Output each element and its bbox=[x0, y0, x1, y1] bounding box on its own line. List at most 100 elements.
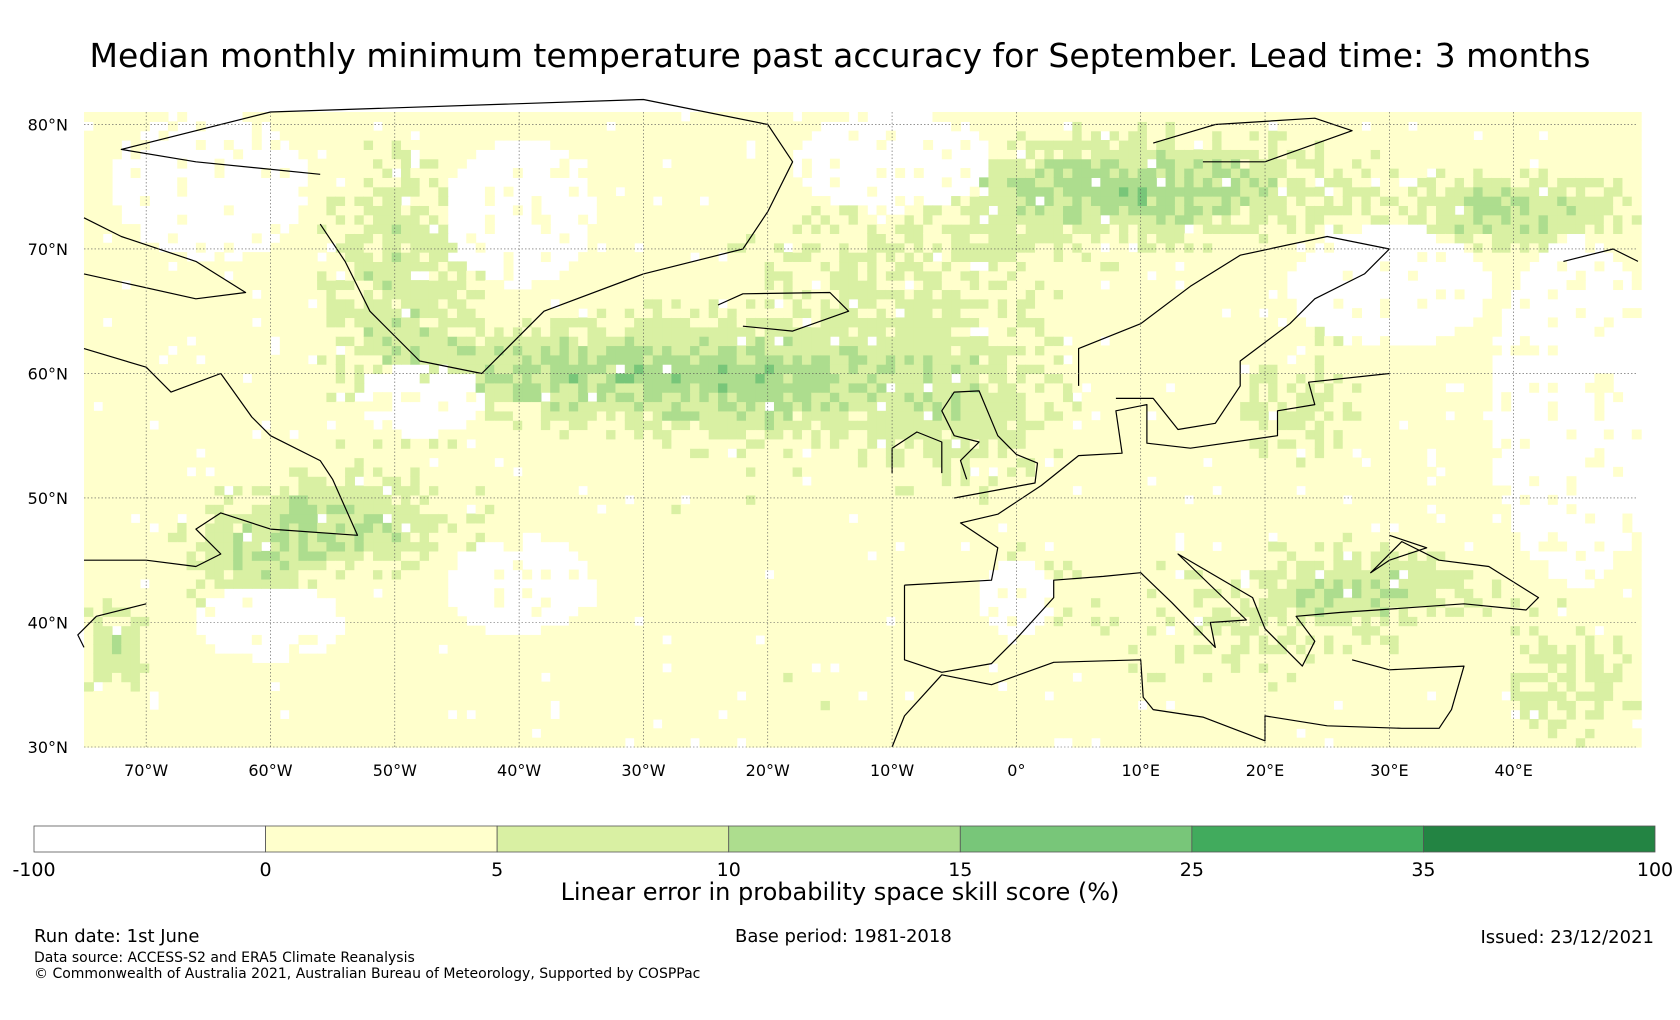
skill-cell bbox=[867, 345, 878, 356]
skill-cell bbox=[270, 438, 281, 449]
skill-cell bbox=[373, 448, 383, 459]
skill-cell bbox=[857, 588, 868, 599]
skill-cell bbox=[624, 261, 635, 272]
skill-cell bbox=[885, 690, 896, 701]
skill-cell bbox=[671, 112, 682, 122]
skill-cell bbox=[652, 616, 663, 627]
skill-cell bbox=[783, 121, 794, 132]
skill-cell bbox=[438, 476, 449, 487]
skill-cell bbox=[149, 364, 160, 375]
skill-score-map[interactable]: 80°N70°N60°N50°N40°N30°N 70°W 60°W 50°W 40°… bbox=[0, 0, 1680, 800]
skill-cell bbox=[718, 158, 728, 169]
skill-cell bbox=[251, 252, 262, 263]
skill-cell bbox=[643, 289, 654, 300]
skill-cell bbox=[652, 112, 663, 122]
skill-cell bbox=[867, 634, 878, 645]
skill-cell bbox=[428, 466, 439, 477]
skill-cell bbox=[699, 336, 710, 347]
skill-cell bbox=[456, 718, 467, 729]
skill-cell bbox=[503, 653, 514, 664]
skill-cell bbox=[345, 270, 355, 281]
skill-cell bbox=[270, 373, 281, 384]
skill-cell bbox=[829, 700, 840, 711]
skill-cell bbox=[690, 504, 700, 515]
skill-cell bbox=[270, 578, 281, 589]
skill-cell bbox=[783, 289, 794, 300]
skill-cell bbox=[876, 578, 887, 589]
skill-cell bbox=[652, 420, 663, 431]
skill-cell bbox=[130, 700, 141, 711]
skill-cell bbox=[634, 354, 645, 365]
skill-cell bbox=[223, 737, 234, 748]
skill-cell bbox=[596, 429, 607, 440]
skill-cell bbox=[624, 681, 635, 692]
skill-cell bbox=[438, 728, 449, 739]
skill-cell bbox=[820, 728, 831, 739]
skill-cell bbox=[307, 457, 318, 468]
skill-cell bbox=[522, 373, 533, 384]
skill-cell bbox=[885, 466, 896, 477]
skill-cell bbox=[867, 644, 878, 655]
skill-cell bbox=[801, 242, 812, 253]
skill-cell bbox=[662, 466, 673, 477]
skill-cell bbox=[615, 672, 626, 683]
skill-cell bbox=[755, 364, 766, 375]
skill-cell bbox=[718, 401, 728, 412]
skill-cell bbox=[829, 224, 840, 234]
skill-cell bbox=[540, 420, 551, 431]
skill-cell bbox=[746, 326, 756, 337]
skill-cell bbox=[373, 466, 383, 477]
skill-cell bbox=[335, 560, 346, 571]
skill-cell bbox=[839, 737, 850, 748]
skill-cell bbox=[307, 476, 318, 487]
skill-cell bbox=[606, 700, 617, 711]
skill-cell bbox=[801, 196, 812, 206]
skill-cell bbox=[559, 233, 570, 244]
skill-cell bbox=[727, 158, 738, 169]
skill-cell bbox=[167, 690, 178, 701]
skill-cell bbox=[727, 532, 738, 543]
skill-cell bbox=[690, 149, 700, 160]
skill-cell bbox=[335, 541, 346, 552]
skill-cell bbox=[484, 112, 495, 122]
skill-cell bbox=[708, 168, 719, 178]
skill-cell bbox=[857, 345, 868, 356]
skill-cell bbox=[354, 214, 365, 225]
skill-cell bbox=[158, 625, 169, 636]
skill-cell bbox=[746, 261, 756, 272]
skill-cell bbox=[801, 560, 812, 571]
skill-cell bbox=[736, 242, 747, 253]
skill-cell bbox=[270, 690, 281, 701]
skill-cell bbox=[475, 354, 486, 365]
skill-cell bbox=[242, 252, 253, 263]
skill-cell bbox=[167, 728, 178, 739]
skill-cell bbox=[801, 158, 812, 169]
skill-cell bbox=[494, 289, 505, 300]
skill-cell bbox=[736, 634, 747, 645]
skill-cell bbox=[494, 317, 505, 328]
skill-cell bbox=[652, 289, 663, 300]
skill-cell bbox=[261, 476, 272, 487]
skill-cell bbox=[401, 242, 411, 253]
skill-cell bbox=[699, 186, 710, 197]
skill-cell bbox=[624, 700, 635, 711]
skill-cell bbox=[475, 662, 486, 673]
skill-cell bbox=[298, 448, 309, 459]
skill-cell bbox=[559, 168, 570, 178]
skill-cell bbox=[857, 242, 868, 253]
skill-cell bbox=[550, 448, 561, 459]
skill-cell bbox=[289, 718, 300, 729]
skill-cell bbox=[139, 737, 150, 748]
skill-cell bbox=[335, 401, 346, 412]
skill-cell bbox=[820, 242, 831, 253]
skill-cell bbox=[690, 289, 700, 300]
skill-cell bbox=[634, 662, 645, 673]
skill-cell bbox=[662, 737, 673, 748]
skill-cell bbox=[130, 550, 141, 561]
skill-cell bbox=[326, 373, 337, 384]
skill-cell bbox=[764, 205, 775, 216]
skill-cell bbox=[792, 476, 803, 487]
skill-cell bbox=[587, 700, 598, 711]
skill-cell bbox=[857, 112, 868, 122]
skill-cell bbox=[326, 158, 337, 169]
